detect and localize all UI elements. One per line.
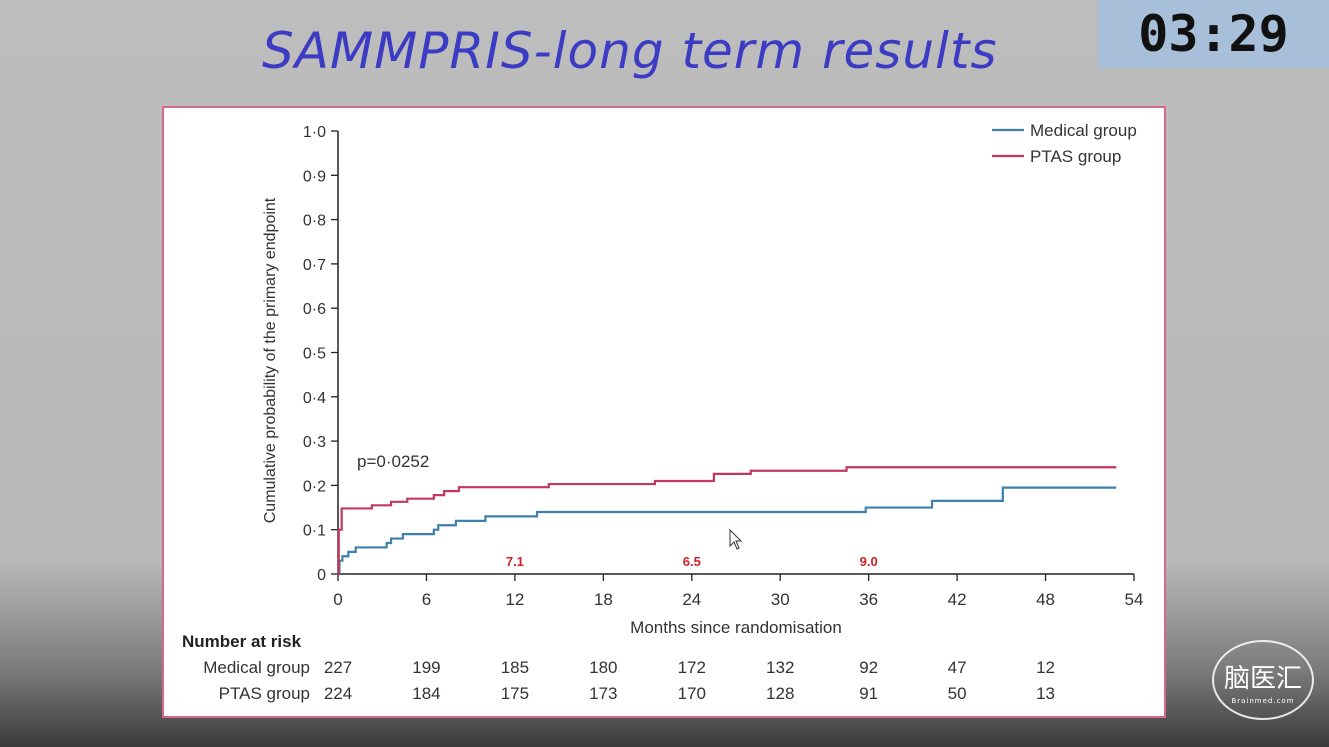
risk-cell: 128 bbox=[766, 684, 794, 703]
y-tick-label: 0·6 bbox=[303, 301, 326, 318]
x-axis-label: Months since randomisation bbox=[630, 618, 842, 637]
logo-text: 脑医汇 bbox=[1223, 664, 1302, 694]
y-axis-label: Cumulative probability of the primary en… bbox=[262, 197, 279, 523]
x-tick-label: 18 bbox=[594, 590, 613, 609]
risk-cell: 227 bbox=[324, 658, 352, 677]
series-line-ptas-group bbox=[337, 466, 1117, 576]
y-tick-label: 1·0 bbox=[303, 124, 326, 141]
mouse-cursor-icon bbox=[729, 529, 743, 550]
slide-title: SAMMPRIS-long term results bbox=[262, 22, 998, 80]
brainmed-logo: 脑医汇 Brainmed.com bbox=[1212, 640, 1314, 720]
risk-cell: 185 bbox=[501, 658, 529, 677]
risk-row-label: Medical group bbox=[203, 658, 310, 677]
risk-row-label: PTAS group bbox=[219, 684, 310, 703]
risk-cell: 50 bbox=[948, 684, 967, 703]
risk-cell: 13 bbox=[1036, 684, 1055, 703]
x-tick-label: 42 bbox=[948, 590, 967, 609]
y-tick-label: 0·7 bbox=[303, 257, 326, 274]
risk-cell: 175 bbox=[501, 684, 529, 703]
legend-label: PTAS group bbox=[1030, 147, 1121, 166]
marker-label: 6.5 bbox=[683, 554, 701, 569]
risk-table-header: Number at risk bbox=[182, 632, 302, 651]
marker-label: 7.1 bbox=[506, 554, 524, 569]
y-tick-label: 0·5 bbox=[303, 346, 326, 363]
y-tick-label: 0·3 bbox=[303, 434, 326, 451]
risk-cell: 224 bbox=[324, 684, 352, 703]
y-tick-label: 0·1 bbox=[303, 523, 326, 540]
x-tick-label: 48 bbox=[1036, 590, 1055, 609]
y-tick-label: 0·8 bbox=[303, 213, 326, 230]
x-tick-label: 0 bbox=[333, 590, 342, 609]
risk-cell: 180 bbox=[589, 658, 617, 677]
risk-cell: 173 bbox=[589, 684, 617, 703]
logo-subtext: Brainmed.com bbox=[1231, 697, 1295, 705]
km-chart-panel: 0 0·1 0·2 0·3 0·4 0·5 0·6 0·7 0·8 0·9 1·0 0 6 12 18 24 3… bbox=[162, 106, 1166, 718]
risk-cell: 170 bbox=[678, 684, 706, 703]
y-tick-label: 0·4 bbox=[303, 390, 326, 407]
risk-cell: 47 bbox=[948, 658, 967, 677]
km-chart: 0 0·1 0·2 0·3 0·4 0·5 0·6 0·7 0·8 0·9 1·0 0 6 12 18 24 3… bbox=[182, 121, 1144, 703]
y-tick-label: 0·9 bbox=[303, 168, 326, 185]
x-tick-label: 6 bbox=[422, 590, 431, 609]
p-value-annotation: p=0·0252 bbox=[357, 452, 429, 471]
risk-cell: 91 bbox=[859, 684, 878, 703]
x-tick-label: 54 bbox=[1125, 590, 1144, 609]
risk-cell: 199 bbox=[412, 658, 440, 677]
legend-label: Medical group bbox=[1030, 121, 1137, 140]
marker-label: 9.0 bbox=[860, 554, 878, 569]
risk-cell: 172 bbox=[678, 658, 706, 677]
x-tick-label: 24 bbox=[682, 590, 701, 609]
x-tick-label: 30 bbox=[771, 590, 790, 609]
series-line-medical-group bbox=[338, 486, 1117, 576]
risk-cell: 92 bbox=[859, 658, 878, 677]
risk-cell: 184 bbox=[412, 684, 440, 703]
risk-cell: 12 bbox=[1036, 658, 1055, 677]
x-tick-label: 36 bbox=[859, 590, 878, 609]
risk-cell: 132 bbox=[766, 658, 794, 677]
y-tick-label: 0 bbox=[317, 567, 326, 584]
x-tick-label: 12 bbox=[505, 590, 524, 609]
y-tick-label: 0·2 bbox=[303, 478, 326, 495]
timer-display: 03:29 bbox=[1098, 0, 1329, 68]
